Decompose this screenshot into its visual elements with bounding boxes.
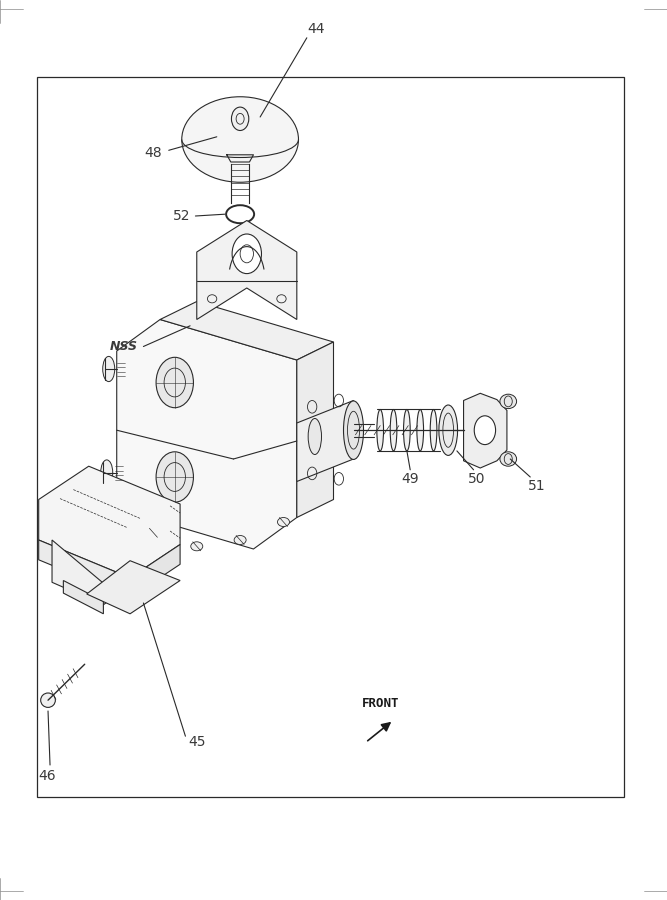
Ellipse shape	[500, 394, 516, 409]
Polygon shape	[160, 302, 334, 360]
Ellipse shape	[404, 410, 410, 451]
Circle shape	[231, 107, 249, 130]
Polygon shape	[39, 466, 180, 578]
Polygon shape	[130, 544, 180, 598]
Polygon shape	[87, 561, 180, 614]
Bar	[37, 76, 624, 796]
Ellipse shape	[234, 536, 246, 544]
Text: NSS: NSS	[109, 340, 137, 353]
Text: 48: 48	[145, 146, 162, 160]
Ellipse shape	[500, 452, 516, 466]
Ellipse shape	[390, 410, 397, 451]
Text: FRONT: FRONT	[362, 698, 399, 710]
Ellipse shape	[147, 528, 159, 537]
Polygon shape	[63, 580, 103, 614]
Ellipse shape	[344, 401, 364, 460]
Text: 51: 51	[528, 479, 546, 493]
Ellipse shape	[308, 418, 321, 454]
Text: 46: 46	[38, 769, 55, 783]
Polygon shape	[297, 342, 334, 518]
Ellipse shape	[181, 97, 299, 182]
Polygon shape	[297, 400, 354, 482]
Circle shape	[156, 452, 193, 502]
Text: 49: 49	[402, 472, 419, 486]
Polygon shape	[52, 540, 130, 605]
Polygon shape	[197, 220, 297, 320]
Text: 45: 45	[188, 735, 205, 750]
Ellipse shape	[191, 542, 203, 551]
Ellipse shape	[277, 518, 289, 526]
Ellipse shape	[417, 410, 424, 451]
Polygon shape	[117, 320, 297, 549]
Polygon shape	[464, 393, 507, 468]
Circle shape	[156, 357, 193, 408]
Ellipse shape	[377, 410, 384, 451]
Text: 50: 50	[468, 472, 486, 486]
Polygon shape	[39, 540, 130, 598]
Ellipse shape	[439, 405, 458, 455]
Ellipse shape	[103, 356, 115, 382]
Ellipse shape	[41, 693, 55, 707]
Circle shape	[474, 416, 496, 445]
Ellipse shape	[430, 410, 437, 451]
Circle shape	[232, 234, 261, 274]
Text: 52: 52	[173, 209, 190, 223]
Ellipse shape	[101, 460, 113, 485]
Text: 44: 44	[307, 22, 325, 36]
